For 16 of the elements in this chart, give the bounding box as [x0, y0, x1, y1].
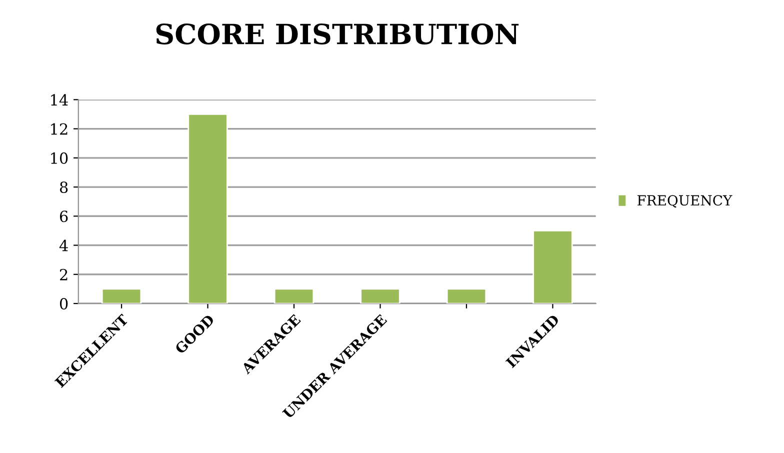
bar	[101, 288, 142, 304]
y-tick-label: 4	[59, 240, 68, 252]
y-tick-label: 2	[60, 268, 68, 280]
bar	[360, 288, 400, 304]
bar	[274, 288, 314, 304]
y-tick-label: 14	[51, 94, 68, 106]
y-tick-label: 6	[60, 210, 68, 222]
bar	[188, 114, 228, 304]
y-tick-label: 8	[60, 181, 68, 194]
y-tick-label: 0	[60, 298, 68, 310]
legend-label: FREQUENCY	[638, 195, 732, 208]
y-tick-label: 12	[51, 123, 68, 135]
y-tick-label: 10	[51, 152, 68, 164]
chart-title: SCORE DISTRIBUTION	[156, 23, 519, 44]
bar	[532, 230, 573, 304]
bar	[446, 288, 487, 304]
